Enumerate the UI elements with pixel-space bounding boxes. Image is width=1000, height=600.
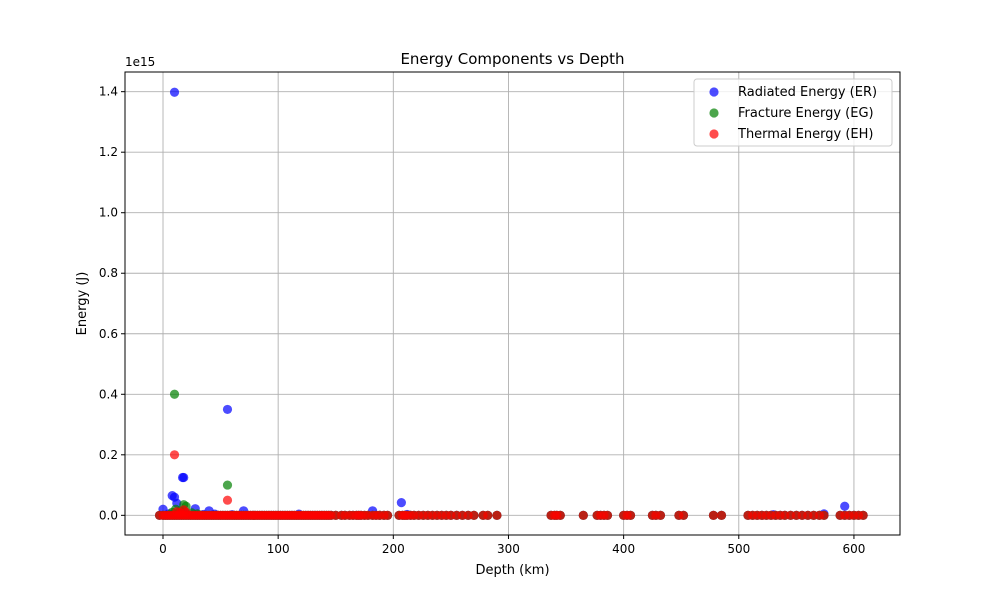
data-point	[492, 510, 502, 520]
data-point	[840, 501, 850, 511]
data-point	[678, 510, 689, 520]
y-tick-label: 0.0	[99, 508, 118, 522]
legend-marker	[709, 108, 719, 118]
data-point	[708, 510, 719, 520]
y-axis-offset-label: 1e15	[125, 55, 155, 69]
data-point	[222, 480, 233, 490]
y-tick-label: 1.4	[99, 85, 118, 99]
data-points	[154, 87, 868, 520]
data-point	[469, 510, 479, 520]
y-tick-label: 1.2	[99, 145, 118, 159]
data-point	[169, 450, 180, 460]
legend: Radiated Energy (ER) Fracture Energy (EG)…	[693, 78, 893, 147]
data-point	[578, 510, 588, 520]
x-tick-label: 100	[267, 542, 290, 556]
x-tick-label: 200	[382, 542, 405, 556]
data-point	[222, 495, 233, 505]
y-tick-label: 1.0	[99, 206, 118, 220]
y-tick-label: 0.8	[99, 266, 118, 280]
axes-frame	[124, 71, 901, 536]
data-point	[819, 510, 829, 520]
x-axis-label: Depth (km)	[475, 563, 549, 578]
x-tick-label: 300	[497, 542, 520, 556]
y-tick-label: 0.6	[99, 327, 118, 341]
axis-ticks: 0 100 200 300 400 500 600 0.0 0.2 0.4 0.6 0.8 1.0 1.2…	[99, 85, 865, 556]
y-axis-label: Energy (J)	[75, 272, 90, 336]
data-point	[602, 510, 613, 520]
legend-label: Radiated Energy (ER)	[738, 85, 877, 100]
y-tick-label: 0.4	[99, 387, 118, 401]
x-tick-label: 0	[159, 542, 167, 556]
legend-label: Thermal Energy (EH)	[737, 127, 873, 142]
x-tick-label: 500	[727, 542, 750, 556]
data-point	[169, 87, 180, 97]
legend-box	[693, 78, 893, 147]
data-point	[716, 510, 727, 520]
data-point	[555, 510, 565, 520]
series-2	[154, 450, 868, 520]
data-point	[396, 498, 406, 508]
y-tick-label: 0.2	[99, 448, 118, 462]
data-point	[175, 508, 185, 518]
data-point	[382, 510, 393, 520]
x-tick-label: 400	[612, 542, 635, 556]
legend-marker	[709, 129, 719, 139]
data-point	[858, 510, 868, 520]
x-tick-label: 600	[842, 542, 865, 556]
data-point	[179, 472, 189, 483]
legend-marker	[709, 87, 719, 97]
data-point	[222, 404, 233, 415]
chart-title: Energy Components vs Depth	[400, 50, 624, 68]
legend-label: Fracture Energy (EG)	[738, 106, 874, 121]
data-point	[483, 510, 493, 520]
data-point	[625, 510, 636, 520]
data-point	[169, 389, 180, 399]
data-point	[655, 510, 666, 520]
